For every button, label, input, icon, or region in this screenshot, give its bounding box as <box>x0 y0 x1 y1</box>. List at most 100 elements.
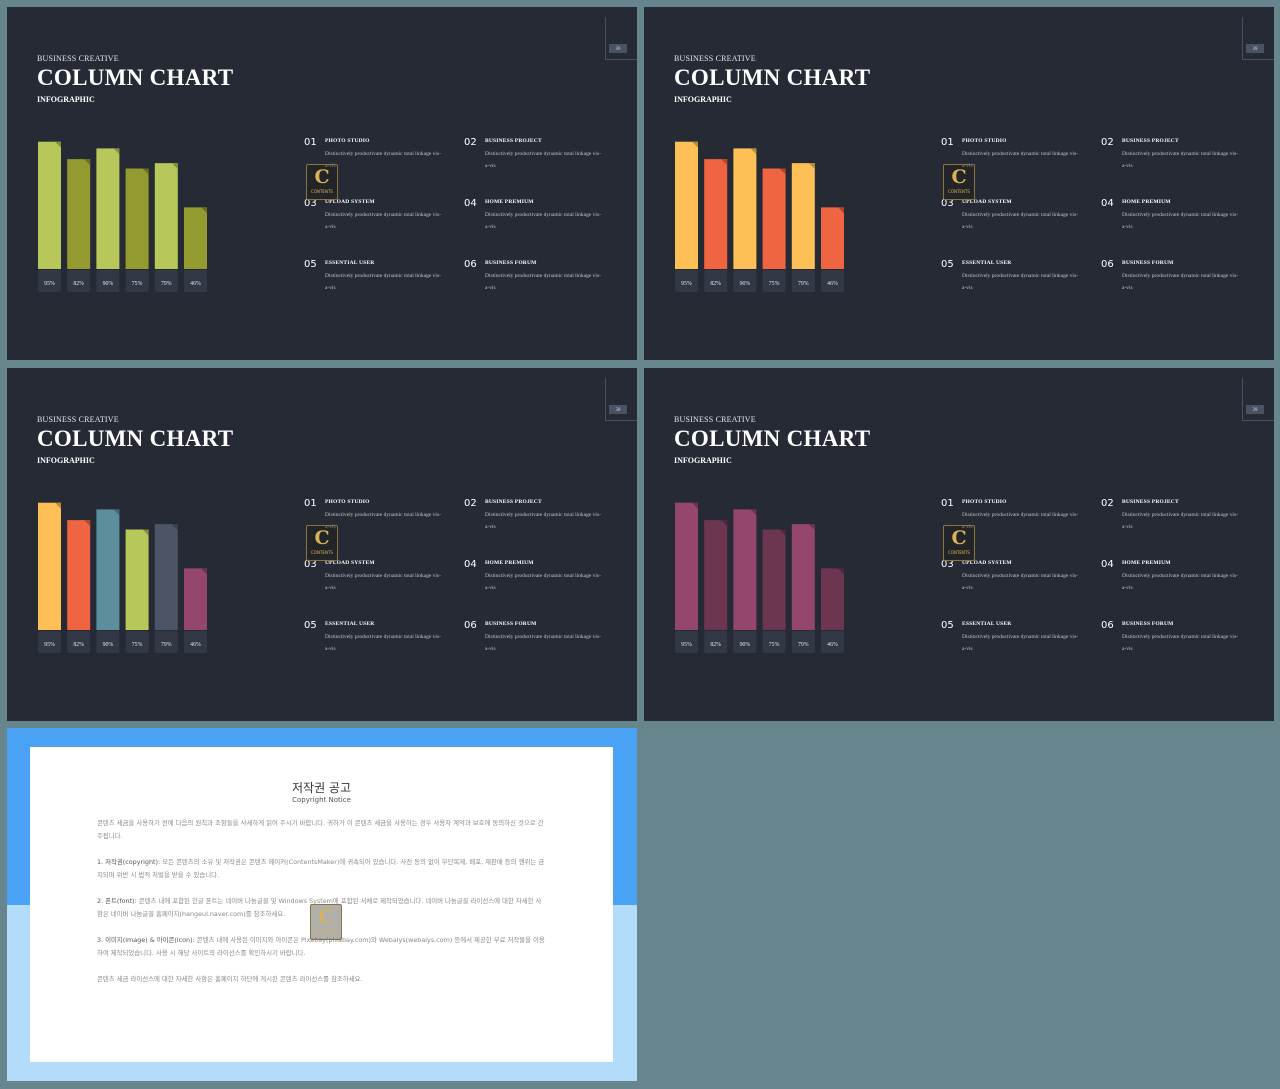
item-description: Distinctively productivate dynamic total… <box>325 634 441 652</box>
chart-bar-body <box>38 141 61 269</box>
chart-bar-fold <box>808 163 815 170</box>
chart-bar <box>96 509 120 630</box>
watermark-letter: C <box>318 906 334 928</box>
item-number: 02 <box>1101 137 1114 148</box>
notice-section-heading: 2. 폰트(font): <box>97 897 137 905</box>
item-number: 05 <box>304 620 317 631</box>
info-item: 05 ESSENTIAL USER Distinctively productiva… <box>304 620 454 665</box>
chart-data-label: 46% <box>827 281 838 287</box>
corner-line <box>605 17 606 59</box>
item-title: PHOTO STUDIO <box>962 499 1007 505</box>
chart-bar <box>96 148 120 269</box>
chart-bar <box>791 163 815 269</box>
item-number: 01 <box>941 498 954 509</box>
chart-label-pill <box>184 631 207 653</box>
item-title: BUSINESS PROJECT <box>485 138 542 144</box>
item-description: Distinctively productivate dynamic total… <box>485 512 601 530</box>
info-item: 04 HOME PREMIUM Distinctively productivate… <box>464 559 614 604</box>
chart-data-label: 79% <box>161 642 172 648</box>
chart-bar-fold <box>779 168 786 175</box>
chart-bar-fold <box>55 141 61 148</box>
chart-data-label: 79% <box>798 281 809 287</box>
chart-label-pill <box>762 270 786 292</box>
item-number: 02 <box>464 498 477 509</box>
corner-line <box>1242 378 1243 420</box>
item-title: HOME PREMIUM <box>1122 199 1171 205</box>
watermark-text: CONTENTS <box>948 550 970 555</box>
watermark-logo-icon: C CONTENTS <box>943 525 975 561</box>
chart-bar <box>125 529 149 630</box>
item-description: Distinctively productivate dynamic total… <box>325 273 441 291</box>
item-title: ESSENTIAL USER <box>962 621 1012 627</box>
info-item: 03 UPLOAD SYSTEM Distinctively productivat… <box>304 559 454 604</box>
watermark-letter: C <box>951 527 967 549</box>
chart-label-pill <box>154 270 178 292</box>
chart-label-pill <box>125 270 149 292</box>
item-title: ESSENTIAL USER <box>962 260 1012 266</box>
notice-section-heading: 3. 이미지(image) & 아이콘(icon): <box>97 936 195 944</box>
slide-kicker: BUSINESS CREATIVE <box>37 54 119 63</box>
chart-label-pill <box>733 270 757 292</box>
notice-body: 콘텐츠 세금을 사용하기 전에 다음의 원칙과 조항들을 사세하게 읽어 주시기… <box>97 817 547 999</box>
item-number: 06 <box>464 259 477 270</box>
item-title: BUSINESS FORUM <box>1122 260 1174 266</box>
chart-bar-body <box>154 524 178 630</box>
column-chart: 95% 82% 90% 75% 79% 46% <box>38 141 207 292</box>
item-number: 06 <box>464 620 477 631</box>
item-description: Distinctively productivate dynamic total… <box>962 212 1078 230</box>
item-description: Distinctively productivate dynamic total… <box>485 573 601 591</box>
item-description: Distinctively productivate dynamic total… <box>485 273 601 291</box>
chart-bar-fold <box>84 159 91 166</box>
chart-bar-body <box>821 568 844 630</box>
chart-slide: 39 BUSINESS CREATIVE COLUMN CHART INFOGRAPH… <box>644 7 1274 360</box>
chart-bar <box>762 529 786 630</box>
notice-title: 저작권 공고 <box>291 781 351 795</box>
chart-label-pill <box>125 631 149 653</box>
chart-label-pill <box>791 270 815 292</box>
info-item: 05 ESSENTIAL USER Distinctively productiva… <box>941 620 1091 665</box>
item-number: 01 <box>304 137 317 148</box>
item-description: Distinctively productivate dynamic total… <box>325 512 441 530</box>
chart-bar <box>38 141 61 269</box>
chart-data-label: 79% <box>161 281 172 287</box>
info-item: 03 UPLOAD SYSTEM Distinctively productivat… <box>941 198 1091 243</box>
chart-bar <box>704 159 728 269</box>
watermark-logo-icon: C CONTENTS <box>943 164 975 200</box>
chart-bar-fold <box>142 529 149 536</box>
chart-bar <box>704 520 728 630</box>
slide-subtitle: INFOGRAPHIC <box>674 95 732 104</box>
chart-bar-body <box>96 148 120 269</box>
chart-data-label: 82% <box>73 642 84 648</box>
item-title: HOME PREMIUM <box>485 199 534 205</box>
chart-bar <box>67 520 91 630</box>
info-item: 02 BUSINESS PROJECT Distinctively producti… <box>464 498 614 543</box>
chart-data-label: 46% <box>827 642 838 648</box>
chart-data-label: 46% <box>190 281 201 287</box>
chart-bar-body <box>67 520 91 630</box>
chart-label-pill <box>821 631 844 653</box>
item-description: Distinctively productivate dynamic total… <box>962 634 1078 652</box>
chart-data-label: 95% <box>44 281 55 287</box>
chart-bar-body <box>791 524 815 630</box>
info-item: 04 HOME PREMIUM Distinctively productivate… <box>464 198 614 243</box>
item-title: BUSINESS FORUM <box>485 260 537 266</box>
item-description: Distinctively productivate dynamic total… <box>485 151 601 169</box>
chart-bar-fold <box>750 148 757 155</box>
item-description: Distinctively productivate dynamic total… <box>485 634 601 652</box>
chart-label-pill <box>704 270 728 292</box>
chart-bar-body <box>125 529 149 630</box>
chart-data-label: 46% <box>190 642 201 648</box>
copyright-slide: 저작권 공고 Copyright Notice 콘텐츠 세금을 사용하기 전에 … <box>7 728 637 1081</box>
chart-label-pill <box>675 631 698 653</box>
chart-bar-fold <box>838 568 844 575</box>
watermark-letter: C <box>314 527 330 549</box>
chart-bar-fold <box>113 509 120 516</box>
watermark-text: CONTENTS <box>311 189 333 194</box>
item-title: UPLOAD SYSTEM <box>962 560 1012 566</box>
notice-outro: 콘텐츠 세금 라이선스에 대한 자세한 사항은 홈페이지 하단에 게시된 콘텐츠… <box>97 975 363 983</box>
chart-bar-fold <box>838 207 844 214</box>
chart-bar <box>791 524 815 630</box>
chart-data-label: 79% <box>798 642 809 648</box>
chart-bar <box>733 509 757 630</box>
item-number: 04 <box>464 198 477 209</box>
